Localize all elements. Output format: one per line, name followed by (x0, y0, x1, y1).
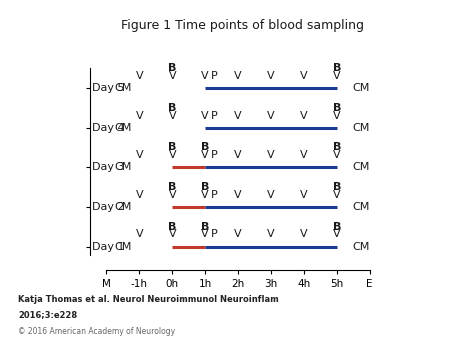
Text: CM: CM (114, 202, 131, 212)
Text: Day 2: Day 2 (92, 202, 124, 212)
Text: CM: CM (114, 162, 131, 172)
Text: V: V (267, 190, 275, 200)
Text: CM: CM (114, 123, 131, 133)
Text: V: V (267, 111, 275, 121)
Text: CM: CM (353, 162, 370, 172)
Text: V: V (168, 71, 176, 81)
Text: Day 3: Day 3 (92, 162, 124, 172)
Text: V: V (333, 230, 341, 240)
Title: Figure 1 Time points of blood sampling: Figure 1 Time points of blood sampling (122, 20, 365, 32)
Text: V: V (333, 111, 341, 121)
Text: CM: CM (353, 83, 370, 93)
Text: V: V (300, 190, 308, 200)
Text: 2016;3:e228: 2016;3:e228 (18, 310, 77, 319)
Text: B: B (168, 142, 176, 152)
Text: B: B (333, 222, 341, 232)
Text: V: V (267, 230, 275, 240)
Text: Day 1: Day 1 (92, 242, 124, 251)
Text: V: V (135, 150, 143, 160)
Text: V: V (201, 190, 209, 200)
Text: Day 4: Day 4 (92, 123, 124, 133)
Text: P: P (211, 111, 218, 121)
Text: V: V (234, 71, 242, 81)
Text: V: V (300, 111, 308, 121)
Text: B: B (333, 103, 341, 113)
Text: P: P (211, 230, 218, 240)
Text: CM: CM (114, 83, 131, 93)
Text: V: V (201, 71, 209, 81)
Text: B: B (168, 103, 176, 113)
Text: V: V (168, 150, 176, 160)
Text: V: V (135, 111, 143, 121)
Text: CM: CM (353, 242, 370, 251)
Text: B: B (168, 182, 176, 192)
Text: Day 5: Day 5 (92, 83, 124, 93)
Text: V: V (135, 190, 143, 200)
Text: P: P (211, 150, 218, 160)
Text: B: B (168, 222, 176, 232)
Text: B: B (333, 182, 341, 192)
Text: B: B (333, 63, 341, 73)
Text: V: V (333, 190, 341, 200)
Text: V: V (300, 71, 308, 81)
Text: Katja Thomas et al. Neurol Neuroimmunol Neuroinflam: Katja Thomas et al. Neurol Neuroimmunol … (18, 295, 279, 304)
Text: V: V (168, 111, 176, 121)
Text: V: V (267, 150, 275, 160)
Text: © 2016 American Academy of Neurology: © 2016 American Academy of Neurology (18, 327, 175, 336)
Text: B: B (168, 63, 176, 73)
Text: B: B (333, 142, 341, 152)
Text: V: V (168, 230, 176, 240)
Text: V: V (168, 190, 176, 200)
Text: B: B (201, 182, 209, 192)
Text: V: V (333, 150, 341, 160)
Text: V: V (267, 71, 275, 81)
Text: V: V (201, 230, 209, 240)
Text: V: V (135, 230, 143, 240)
Text: CM: CM (114, 242, 131, 251)
Text: V: V (300, 150, 308, 160)
Text: V: V (333, 71, 341, 81)
Text: V: V (234, 190, 242, 200)
Text: V: V (300, 230, 308, 240)
Text: CM: CM (353, 202, 370, 212)
Text: CM: CM (353, 123, 370, 133)
Text: V: V (201, 150, 209, 160)
Text: V: V (201, 111, 209, 121)
Text: V: V (234, 111, 242, 121)
Text: P: P (211, 71, 218, 81)
Text: B: B (201, 142, 209, 152)
Text: V: V (234, 230, 242, 240)
Text: B: B (201, 222, 209, 232)
Text: P: P (211, 190, 218, 200)
Text: V: V (135, 71, 143, 81)
Text: V: V (234, 150, 242, 160)
